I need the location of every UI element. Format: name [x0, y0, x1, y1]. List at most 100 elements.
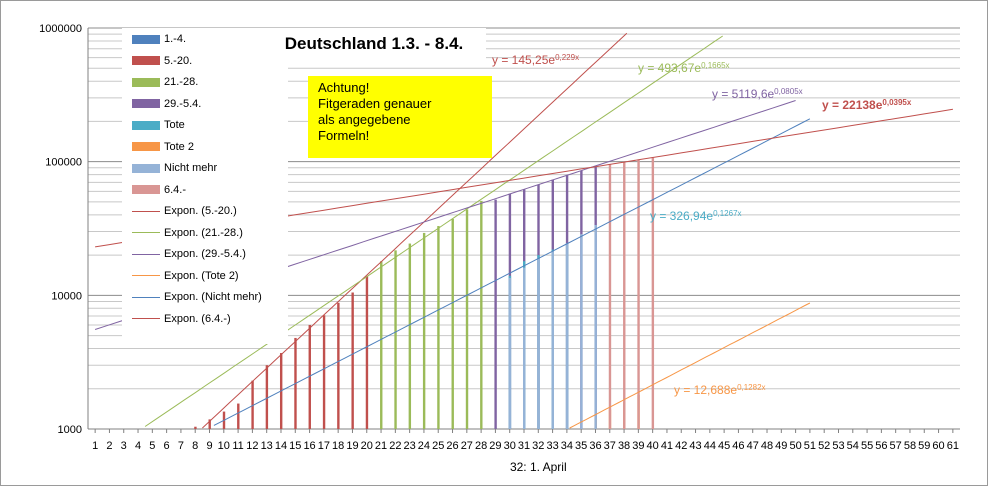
x-tick-label: 61: [947, 440, 959, 452]
legend-item: Expon. (29.-5.4.): [132, 247, 246, 261]
note-line: Achtung!: [318, 80, 370, 95]
bar: [494, 199, 497, 429]
x-tick-label: 35: [575, 440, 587, 452]
x-tick-label: 26: [446, 440, 458, 452]
x-tick-label: 7: [178, 440, 184, 452]
legend-item: Expon. (Nicht mehr): [132, 290, 262, 304]
bar: [194, 426, 197, 429]
x-tick-label: 52: [818, 440, 830, 452]
x-tick-label: 39: [632, 440, 644, 452]
x-tick-label: 58: [904, 440, 916, 452]
note-line: als angegebene: [318, 112, 411, 127]
bar: [208, 419, 211, 429]
trend-equation: y = 326,94e0,1267x: [650, 209, 742, 224]
x-tick-label: 50: [789, 440, 801, 452]
legend-swatch: [132, 34, 160, 44]
x-tick-label: 28: [475, 440, 487, 452]
x-tick-label: 29: [489, 440, 501, 452]
x-tick-label: 11: [232, 440, 243, 452]
x-tick-label: 15: [289, 440, 301, 452]
x-tick-label: 13: [261, 440, 273, 452]
bar: [480, 200, 483, 429]
legend-item: Expon. (6.4.-): [132, 312, 231, 326]
trendline: [202, 32, 628, 429]
x-tick-label: 42: [675, 440, 687, 452]
x-tick-label: 16: [303, 440, 315, 452]
trend-equation: y = 145,25e0,229x: [492, 53, 579, 68]
x-tick-label: 23: [404, 440, 416, 452]
bar: [251, 380, 254, 429]
x-tick-label: 34: [561, 440, 573, 452]
trend-equation: y = 12,688e0,1282x: [674, 383, 766, 398]
bar: [537, 258, 540, 429]
bar: [237, 403, 240, 429]
legend-label: 29.-5.4.: [164, 97, 202, 110]
x-tick-label: 46: [732, 440, 744, 452]
trend-equation: y = 22138e0,0395x: [822, 98, 912, 113]
bar: [508, 277, 512, 429]
legend-label: Expon. (6.4.-): [164, 312, 231, 325]
bar: [365, 276, 369, 429]
trendline: [213, 118, 811, 426]
x-axis-label: 32: 1. April: [510, 460, 567, 474]
x-tick-label: 54: [847, 440, 859, 452]
x-tick-label: 17: [318, 440, 330, 452]
x-tick-label: 40: [647, 440, 659, 452]
x-tick-label: 33: [546, 440, 558, 452]
x-tick-label: 19: [346, 440, 358, 452]
x-tick-label: 37: [604, 440, 616, 452]
y-tick-label: 1000000: [39, 23, 82, 35]
legend-label: Expon. (5.-20.): [164, 205, 237, 217]
bar: [551, 251, 554, 429]
legend-swatch: [132, 77, 160, 87]
x-tick-label: 27: [461, 440, 473, 452]
x-tick-label: 36: [589, 440, 601, 452]
x-tick-label: 44: [704, 440, 716, 452]
x-tick-label: 25: [432, 440, 444, 452]
legend-label: Expon. (21.-28.): [164, 226, 243, 239]
legend-label: Expon. (Nicht mehr): [164, 291, 262, 303]
legend: 1.-4. 5.-20. 21.-28. 29.-5.4. Tote Tote 2 Nich…: [122, 28, 288, 344]
legend-label: Tote 2: [164, 140, 194, 153]
x-tick-label: 47: [747, 440, 759, 452]
bar: [637, 159, 640, 430]
legend-item: 5.-20.: [132, 54, 192, 68]
bar: [437, 226, 440, 429]
x-tick-label: 48: [761, 440, 773, 452]
x-tick-label: 1: [92, 440, 98, 452]
x-tick-label: 57: [890, 440, 902, 452]
x-tick-label: 3: [121, 440, 127, 452]
x-tick-label: 53: [832, 440, 844, 452]
x-tick-label: 43: [689, 440, 701, 452]
x-tick-label: 20: [361, 440, 373, 452]
x-tick-label: 12: [246, 440, 258, 452]
bar: [337, 302, 340, 429]
x-tick-label: 51: [804, 440, 816, 452]
legend-swatch: [132, 56, 160, 65]
legend-item: Tote 2: [132, 140, 194, 154]
legend-swatch: [132, 142, 160, 151]
x-tick-label: 30: [504, 440, 516, 452]
legend-line: [132, 210, 160, 212]
legend-item: Expon. (21.-28.): [132, 226, 243, 240]
x-tick-label: 49: [775, 440, 787, 452]
legend-swatch: [132, 99, 160, 108]
legend-line: [132, 275, 160, 276]
x-tick-label: 14: [275, 440, 287, 452]
y-tick-label: 100000: [45, 157, 82, 169]
x-tick-label: 5: [149, 440, 155, 452]
legend-item: 29.-5.4.: [132, 97, 201, 111]
bar: [523, 267, 526, 429]
bar: [565, 243, 569, 429]
bar: [351, 292, 354, 429]
legend-swatch: [132, 120, 160, 130]
x-tick-label: 18: [332, 440, 344, 452]
x-tick-label: 31: [518, 440, 530, 452]
legend-label: Nicht mehr: [164, 162, 218, 174]
bar: [580, 234, 583, 429]
y-tick-label: 10000: [51, 290, 82, 302]
bar: [308, 324, 311, 429]
x-tick-label: 4: [135, 440, 141, 452]
note-line: Formeln!: [318, 128, 370, 143]
